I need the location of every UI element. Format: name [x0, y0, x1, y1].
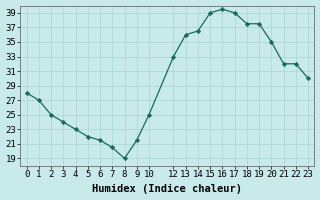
X-axis label: Humidex (Indice chaleur): Humidex (Indice chaleur)	[92, 184, 242, 194]
